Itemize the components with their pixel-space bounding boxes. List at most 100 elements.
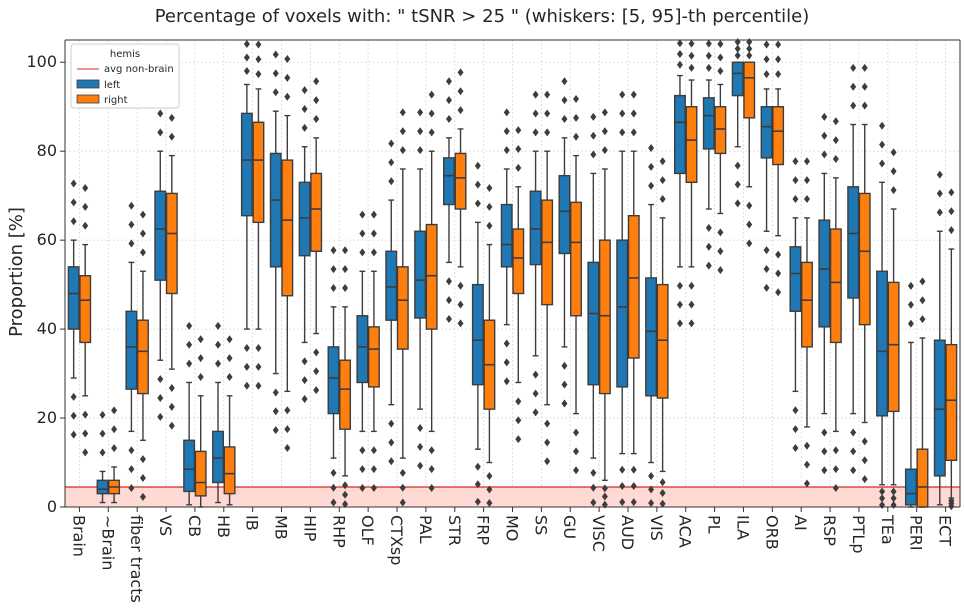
- outlier-point-2: [445, 77, 452, 86]
- outlier-point-4: [861, 456, 868, 465]
- box-left-ECT: [933, 170, 946, 506]
- outlier-point-3: [157, 375, 164, 384]
- outlier-point-0: [111, 444, 118, 453]
- outlier-point-4: [313, 367, 320, 376]
- outlier-point-5: [139, 492, 146, 501]
- outlier-point-5: [272, 426, 279, 435]
- box-iqr: [240, 112, 253, 217]
- box-right-VS: [165, 95, 178, 430]
- outlier-point-4: [388, 438, 395, 447]
- outlier-point-3: [601, 484, 608, 493]
- outlier-point-3: [359, 446, 366, 455]
- outlier-point-0: [619, 128, 626, 137]
- outlier-point-2: [705, 39, 712, 48]
- outlier-point-4: [734, 180, 741, 189]
- outlier-point-0: [157, 128, 164, 137]
- box-right-IB: [252, 40, 265, 390]
- outlier-point-0: [70, 217, 77, 226]
- outlier-point-1: [197, 354, 204, 363]
- outlier-point-5: [168, 421, 175, 430]
- box-iqr: [760, 106, 773, 159]
- outlier-point-4: [330, 483, 337, 492]
- outlier-point-3: [474, 462, 481, 471]
- outlier-point-1: [919, 296, 926, 305]
- outlier-point-3: [370, 446, 377, 455]
- outlier-point-4: [370, 465, 377, 474]
- outlier-point-3: [284, 406, 291, 415]
- box-right-PTLp: [858, 63, 871, 484]
- outlier-point-2: [330, 246, 337, 255]
- box-right-RHP: [339, 246, 352, 509]
- x-tick-label-22: PL: [705, 515, 724, 534]
- outlier-point-2: [544, 90, 551, 99]
- box-left-VISC: [587, 112, 600, 507]
- outlier-point-5: [342, 500, 349, 509]
- y-tick-label-1: 20: [37, 408, 57, 427]
- outlier-point-1: [936, 189, 943, 198]
- legend-avg-line-label: avg non-brain: [104, 64, 174, 75]
- outlier-point-0: [907, 319, 914, 328]
- outlier-point-4: [82, 429, 89, 438]
- box-iqr: [789, 246, 802, 313]
- outlier-point-2: [284, 55, 291, 64]
- outlier-point-4: [399, 483, 406, 492]
- outlier-point-0: [503, 146, 510, 155]
- outlier-point-3: [243, 343, 250, 352]
- outlier-point-3: [255, 343, 262, 352]
- box-right-PERI: [916, 277, 929, 508]
- outlier-point-0: [573, 132, 580, 141]
- outlier-point-5: [301, 395, 308, 404]
- outlier-point-2: [197, 335, 204, 344]
- outlier-point-0: [474, 199, 481, 208]
- outlier-point-0: [919, 315, 926, 324]
- x-tick-label-4: CB: [185, 515, 204, 537]
- box-iqr: [673, 94, 686, 175]
- outlier-point-2: [301, 86, 308, 95]
- box-right-VIS: [656, 157, 669, 508]
- box-right-ACA: [685, 39, 698, 328]
- outlier-point-3: [717, 228, 724, 237]
- outlier-point-2: [342, 246, 349, 255]
- box-left-fiber tracts: [125, 201, 138, 492]
- outlier-point-1: [313, 96, 320, 105]
- outlier-point-5: [792, 443, 799, 452]
- outlier-point-2: [936, 170, 943, 179]
- box-iqr: [876, 270, 889, 417]
- box-iqr: [529, 190, 542, 266]
- outlier-point-3: [457, 281, 464, 290]
- outlier-point-2: [255, 40, 262, 49]
- outlier-point-1: [861, 82, 868, 91]
- outlier-point-1: [832, 136, 839, 145]
- outlier-point-3: [330, 468, 337, 477]
- outlier-point-3: [705, 223, 712, 232]
- outlier-point-5: [775, 288, 782, 297]
- outlier-point-3: [763, 246, 770, 255]
- x-tick-label-13: STR: [445, 515, 464, 546]
- outlier-point-1: [243, 53, 250, 62]
- outlier-point-1: [486, 202, 493, 211]
- outlier-point-2: [688, 39, 695, 48]
- outlier-point-0: [226, 372, 233, 381]
- box-right-HIP: [310, 77, 323, 395]
- outlier-point-0: [850, 101, 857, 110]
- outlier-point-4: [705, 242, 712, 251]
- y-tick-label-4: 80: [37, 141, 57, 160]
- outlier-point-0: [659, 195, 666, 204]
- outlier-point-5: [619, 498, 626, 507]
- outlier-point-3: [648, 472, 655, 481]
- box-iqr: [252, 121, 265, 224]
- x-tick-label-29: PERI: [907, 515, 926, 551]
- outlier-point-3: [342, 481, 349, 490]
- box-right-AUD: [627, 90, 640, 507]
- x-tick-label-16: SS: [531, 515, 550, 535]
- legend-title: hemis: [110, 49, 140, 60]
- outlier-point-3: [503, 339, 510, 348]
- outlier-point-2: [832, 117, 839, 126]
- outlier-point-2: [428, 90, 435, 99]
- box-iqr: [298, 181, 311, 257]
- outlier-point-0: [99, 448, 106, 457]
- axis-layer: 0 20 40 60 80 100 Brain ~Brain fiber tracts VS CB H…: [26, 39, 961, 603]
- box-iqr: [67, 266, 80, 330]
- box-iqr: [818, 219, 831, 328]
- x-tick-label-27: PTLp: [849, 515, 868, 554]
